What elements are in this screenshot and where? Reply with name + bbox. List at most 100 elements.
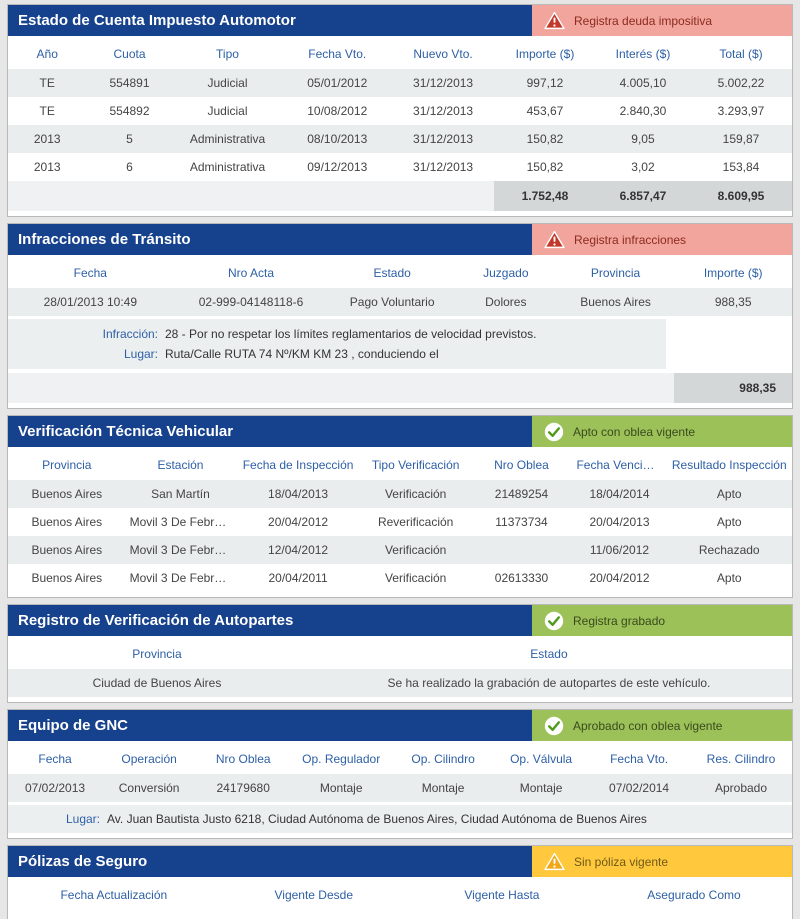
cell-estado: Se ha realizado la grabación de autopart… (387, 676, 711, 690)
cell-importe: 453,67 (526, 104, 564, 118)
seguro-table: Fecha Actualización Vigente Desde Vigente … (8, 879, 792, 910)
column-header: Cuota (86, 38, 173, 69)
cell-tipo-verificacion: Verificación (384, 543, 447, 557)
gnc-lugar-label: Lugar: (65, 812, 100, 826)
cell-fecha-vencimiento: 20/04/2012 (589, 571, 650, 585)
column-header: Op. Regulador (290, 743, 393, 774)
impuesto-table: Año Cuota Tipo Fecha Vto. Nuevo Vto. Importe … (8, 38, 792, 211)
section-autopartes: Registro de Verificación de Autopartes R… (7, 604, 793, 703)
table-row: TE 554891 Judicial 05/01/2012 31/12/2013… (8, 69, 792, 97)
cell-total: 153,84 (722, 160, 760, 174)
column-header: Nro Oblea (470, 449, 573, 480)
warning-triangle-icon (544, 852, 565, 871)
infracciones-title: Infracciones de Tránsito (18, 231, 191, 248)
table-row: 28/01/2013 10:49 02-999-04148118-6 Pago … (8, 288, 792, 316)
impuesto-body: Año Cuota Tipo Fecha Vto. Nuevo Vto. Importe … (8, 36, 792, 216)
total-importe: 1.752,48 (494, 181, 596, 211)
cell-total: 3.293,97 (717, 104, 765, 118)
gnc-status-badge: Aprobado con oblea vigente (532, 710, 792, 741)
table-row: 2013 6 Administrativa 09/12/2013 31/12/2… (8, 153, 792, 181)
column-header: Año (8, 38, 87, 69)
infraccion-text: 28 - Por no respetar los límites reglame… (165, 327, 537, 341)
autopartes-badge-label: Registra grabado (573, 613, 666, 628)
vtv-title: Verificación Técnica Vehicular (18, 423, 234, 440)
cell-fecha-vto: 09/12/2013 (307, 160, 368, 174)
cell-importe: 150,82 (526, 160, 564, 174)
column-header: Interés ($) (595, 38, 691, 69)
cell-importe: 988,35 (714, 295, 752, 309)
cell-tipo-verificacion: Reverificación (377, 515, 454, 529)
impuesto-title: Estado de Cuenta Impuesto Automotor (18, 12, 296, 29)
column-header: Fecha de Inspección (235, 449, 361, 480)
column-header: Vigente Hasta (407, 879, 596, 910)
infracciones-total-row: 988,35 (8, 373, 792, 403)
lugar-text: Ruta/Calle RUTA 74 Nº/KM KM 23 , conduci… (165, 347, 439, 361)
section-vtv: Verificación Técnica Vehicular Apto con … (7, 415, 793, 598)
cell-res-cilindro: Aprobado (714, 781, 768, 795)
cell-fecha-vto: 10/08/2012 (307, 104, 368, 118)
cell-tipo: Administrativa (189, 160, 266, 174)
infracciones-table: Fecha Nro Acta Estado Juzgado Provincia Impor… (8, 257, 792, 316)
column-header: Fecha (8, 743, 103, 774)
cell-interes: 3,02 (631, 160, 655, 174)
cell-fecha-vencimiento: 11/06/2012 (589, 543, 650, 557)
cell-nro-oblea (471, 536, 573, 564)
cell-provincia: Buenos Aires (580, 295, 651, 309)
gnc-table-body: 07/02/2013 Conversión 24179680 Montaje M… (8, 774, 792, 802)
cell-nro-oblea: 21489254 (494, 487, 549, 501)
column-header: Estado (305, 638, 792, 669)
cell-fecha-vto: 05/01/2012 (307, 76, 368, 90)
seguro-table-head-row: Fecha Actualización Vigente Desde Vigente … (8, 879, 792, 910)
cell-anio: 2013 (33, 160, 61, 174)
autopartes-table-head-row: Provincia Estado (8, 638, 792, 669)
column-header: Importe ($) (494, 38, 596, 69)
column-header: Fecha Vto. (588, 743, 691, 774)
totals-row: 1.752,48 6.857,47 8.609,95 (8, 181, 792, 211)
autopartes-header: Registro de Verificación de Autopartes R… (8, 605, 792, 636)
cell-estacion: Movil 3 De Febrero (129, 515, 232, 529)
check-circle-icon (544, 716, 564, 735)
cell-provincia: Buenos Aires (31, 515, 103, 529)
cell-total: 159,87 (722, 132, 760, 146)
column-header: Nuevo Vto. (392, 38, 495, 69)
cell-op-valvula: Montaje (519, 781, 563, 795)
cell-estado: Pago Voluntario (349, 295, 435, 309)
cell-interes: 4.005,10 (619, 76, 667, 90)
cell-cuota: 6 (126, 160, 133, 174)
table-row: TE 554892 Judicial 10/08/2012 31/12/2013… (8, 97, 792, 125)
column-header: Tipo Verificación (360, 449, 471, 480)
check-circle-icon (544, 611, 564, 630)
total-general: 8.609,95 (690, 181, 792, 211)
cell-resultado: Apto (716, 571, 742, 585)
cell-tipo: Judicial (207, 76, 248, 90)
cell-op-regulador: Montaje (319, 781, 363, 795)
seguro-title: Pólizas de Seguro (18, 853, 148, 870)
column-header: Resultado Inspección (666, 449, 792, 480)
infracciones-total-value: 988,35 (674, 373, 792, 403)
total-spacer (8, 373, 675, 403)
cell-tipo: Administrativa (189, 132, 266, 146)
section-gnc: Equipo de GNC Aprobado con oblea vigente (7, 709, 793, 839)
cell-anio: 2013 (33, 132, 61, 146)
cell-anio: TE (39, 104, 55, 118)
cell-resultado: Apto (716, 487, 742, 501)
autopartes-table-body: Ciudad de Buenos Aires Se ha realizado l… (8, 669, 792, 697)
cell-provincia: Ciudad de Buenos Aires (92, 676, 222, 690)
infraction-detail: Infracción: 28 - Por no respetar los lím… (8, 319, 666, 369)
section-infracciones: Infracciones de Tránsito Registra infrac… (7, 223, 793, 409)
cell-anio: TE (39, 76, 55, 90)
column-header: Res. Cilindro (690, 743, 792, 774)
check-circle-icon (544, 422, 564, 441)
column-header: Importe ($) (674, 257, 792, 288)
cell-op-cilindro: Montaje (421, 781, 465, 795)
cell-fecha-vencimiento: 20/04/2013 (589, 515, 650, 529)
cell-provincia: Buenos Aires (31, 487, 103, 501)
cell-estacion: San Martín (151, 487, 210, 501)
gnc-header: Equipo de GNC Aprobado con oblea vigente (8, 710, 792, 741)
vtv-badge-label: Apto con oblea vigente (573, 424, 696, 439)
infraccion-label: Infracción: (102, 327, 158, 341)
cell-resultado: Rechazado (698, 543, 760, 557)
cell-provincia: Buenos Aires (31, 571, 103, 585)
cell-fecha-inspeccion: 18/04/2013 (268, 487, 329, 501)
column-header: Op. Cilindro (392, 743, 495, 774)
